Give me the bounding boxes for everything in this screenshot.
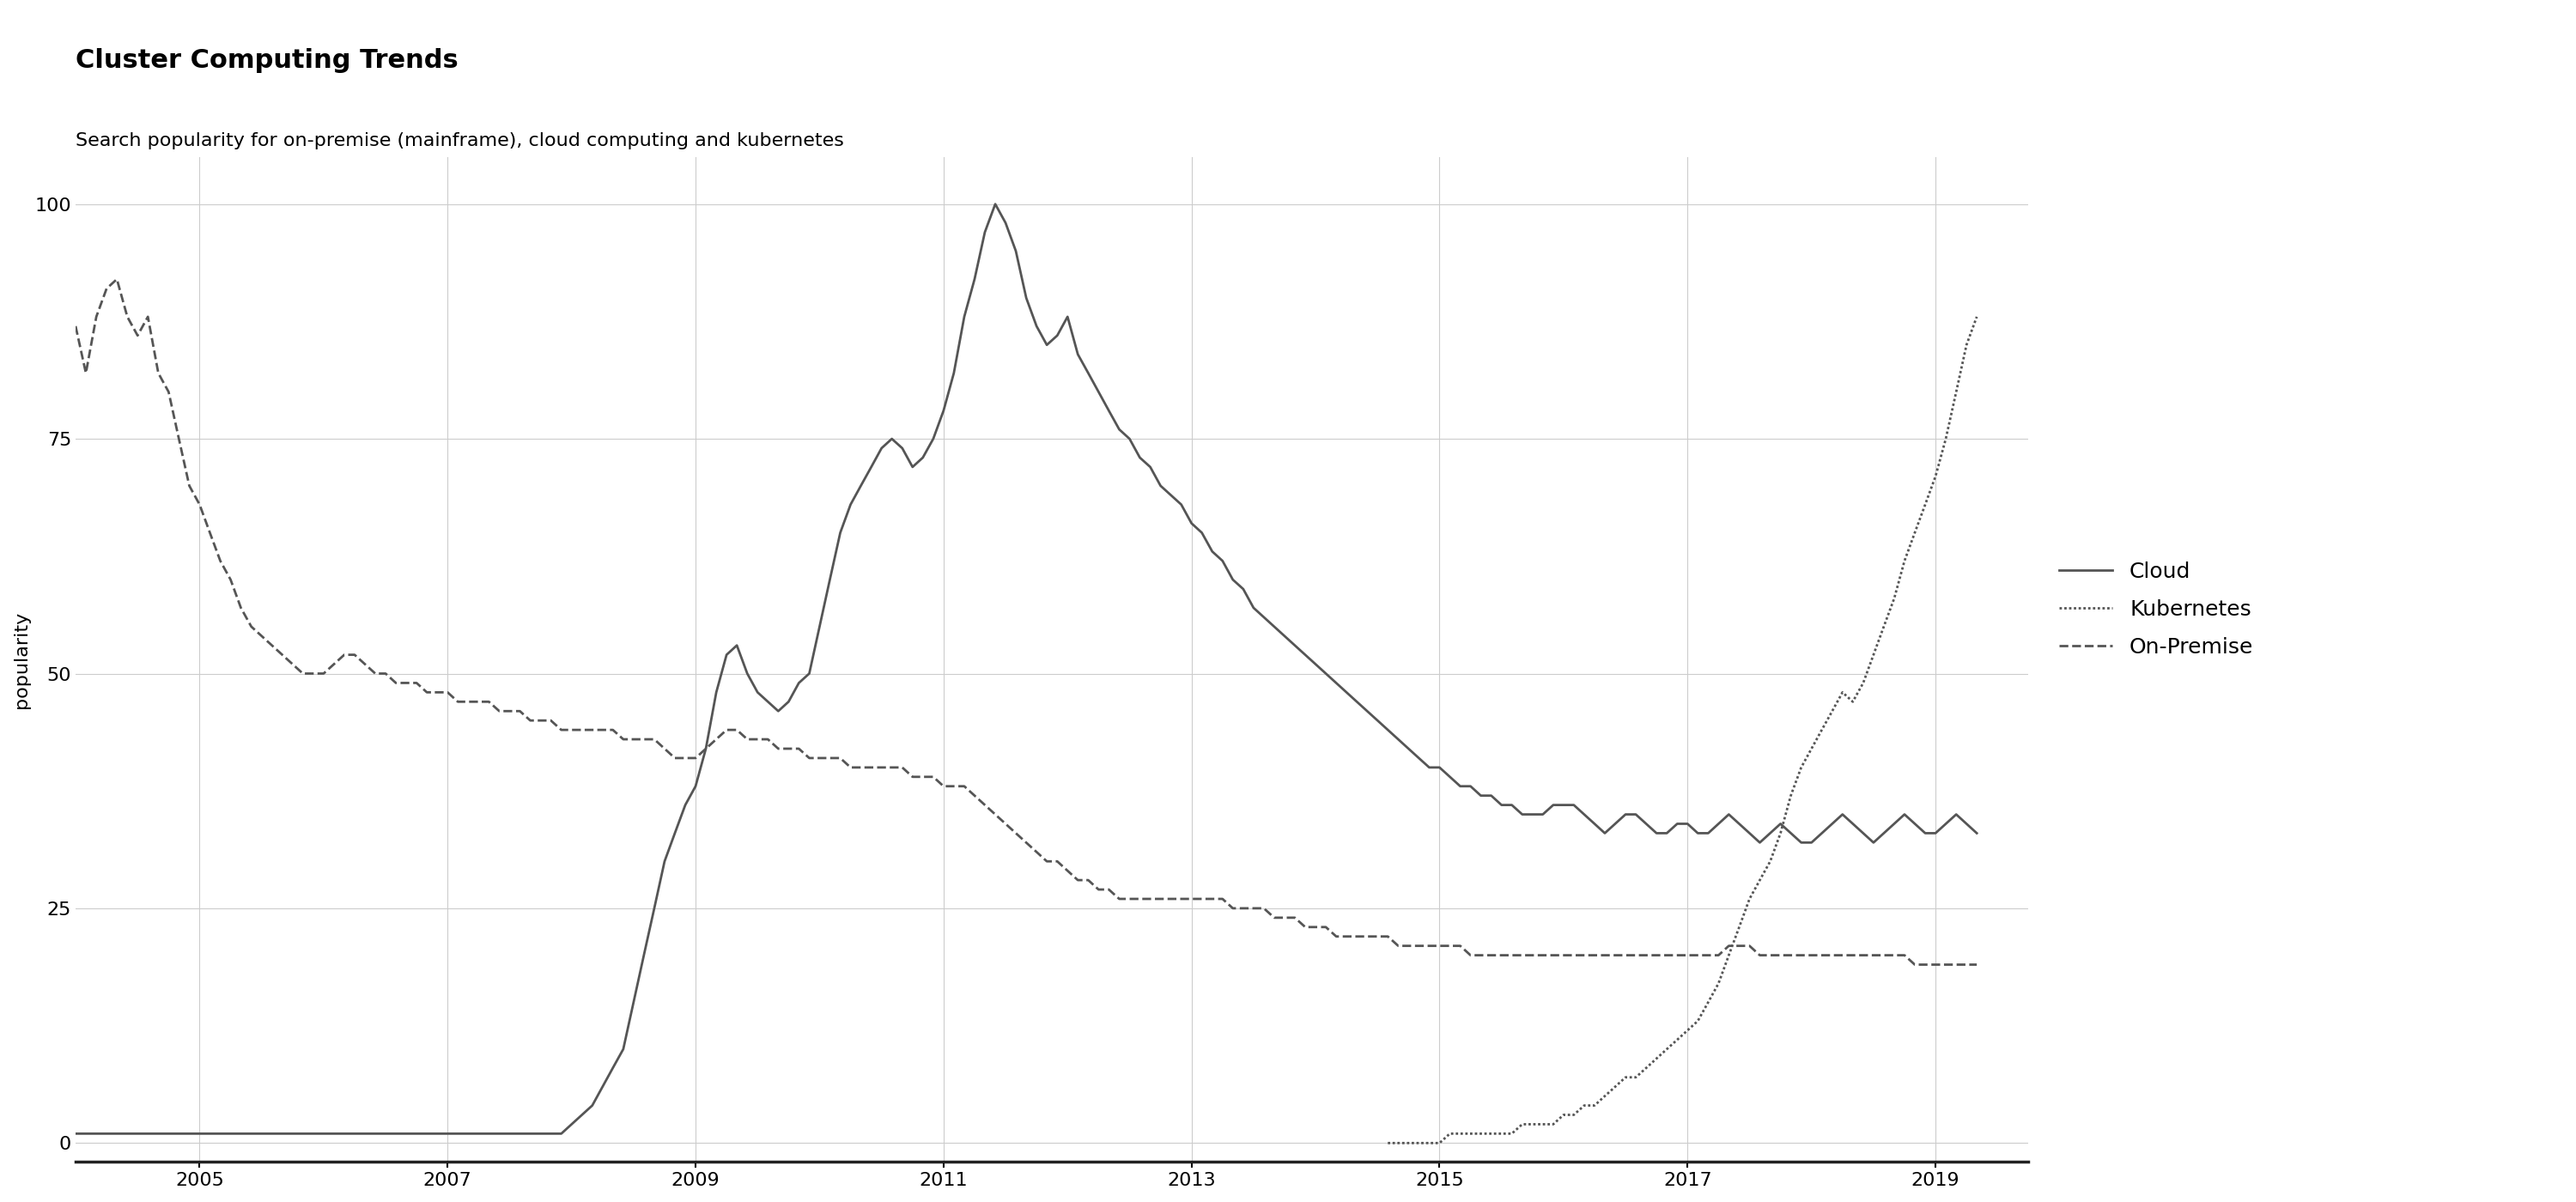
On-Premise xyxy=(100,272,131,286)
On-Premise xyxy=(59,319,90,333)
On-Premise xyxy=(1641,948,1672,963)
On-Premise xyxy=(371,666,402,680)
On-Premise xyxy=(866,760,896,774)
Kubernetes xyxy=(1868,619,1899,633)
Line: On-Premise: On-Premise xyxy=(75,279,1976,965)
Cloud xyxy=(464,1126,495,1141)
Cloud xyxy=(979,197,1010,212)
On-Premise xyxy=(1960,958,1991,972)
Cloud xyxy=(59,1126,90,1141)
On-Premise xyxy=(1899,958,1929,972)
Kubernetes xyxy=(1507,1117,1538,1131)
Text: Cluster Computing Trends: Cluster Computing Trends xyxy=(75,48,459,73)
Y-axis label: popularity: popularity xyxy=(13,611,31,708)
Cloud xyxy=(855,460,886,475)
Kubernetes xyxy=(1765,826,1795,840)
Kubernetes xyxy=(1940,385,1971,399)
Text: Search popularity for on-premise (mainframe), cloud computing and kubernetes: Search popularity for on-premise (mainfr… xyxy=(75,132,845,149)
Cloud xyxy=(1363,713,1394,727)
Kubernetes xyxy=(1373,1136,1404,1150)
Kubernetes xyxy=(1806,722,1837,737)
Cloud xyxy=(361,1126,392,1141)
On-Premise xyxy=(484,704,515,719)
Kubernetes xyxy=(1517,1117,1548,1131)
Kubernetes xyxy=(1960,310,1991,325)
Cloud xyxy=(1960,826,1991,840)
Cloud xyxy=(1641,826,1672,840)
Line: Cloud: Cloud xyxy=(75,204,1976,1133)
On-Premise xyxy=(1363,929,1394,944)
Legend: Cloud, Kubernetes, On-Premise: Cloud, Kubernetes, On-Premise xyxy=(2058,561,2254,657)
Line: Kubernetes: Kubernetes xyxy=(1388,317,1976,1143)
On-Premise xyxy=(474,695,505,709)
Cloud xyxy=(474,1126,505,1141)
